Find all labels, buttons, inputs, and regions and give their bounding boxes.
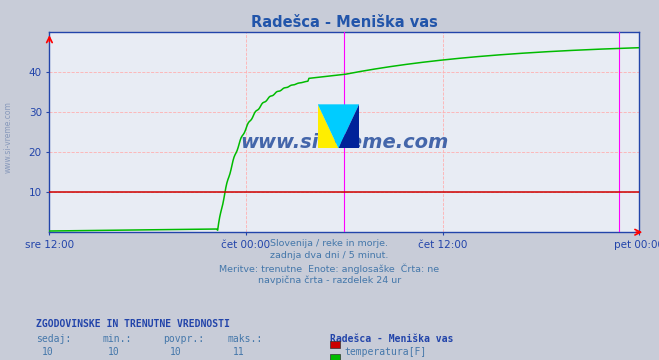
Text: navpična črta - razdelek 24 ur: navpična črta - razdelek 24 ur [258, 275, 401, 284]
Text: ZGODOVINSKE IN TRENUTNE VREDNOSTI: ZGODOVINSKE IN TRENUTNE VREDNOSTI [36, 319, 230, 329]
Text: maks.:: maks.: [227, 334, 262, 344]
Text: Slovenija / reke in morje.: Slovenija / reke in morje. [270, 239, 389, 248]
Text: www.si-vreme.com: www.si-vreme.com [240, 133, 449, 152]
Text: 10: 10 [108, 347, 120, 357]
Text: temperatura[F]: temperatura[F] [344, 347, 426, 357]
Text: sedaj:: sedaj: [36, 334, 71, 344]
Text: 10: 10 [169, 347, 181, 357]
Text: zadnja dva dni / 5 minut.: zadnja dva dni / 5 minut. [270, 251, 389, 260]
Text: Radešca - Meniška vas: Radešca - Meniška vas [330, 334, 453, 344]
Text: 10: 10 [42, 347, 54, 357]
Text: 11: 11 [233, 347, 245, 357]
Text: www.si-vreme.com: www.si-vreme.com [3, 101, 13, 173]
Text: min.:: min.: [102, 334, 132, 344]
Text: Meritve: trenutne  Enote: anglosaške  Črta: ne: Meritve: trenutne Enote: anglosaške Črta… [219, 263, 440, 274]
Text: povpr.:: povpr.: [163, 334, 204, 344]
Title: Radešca - Meniška vas: Radešca - Meniška vas [251, 15, 438, 30]
